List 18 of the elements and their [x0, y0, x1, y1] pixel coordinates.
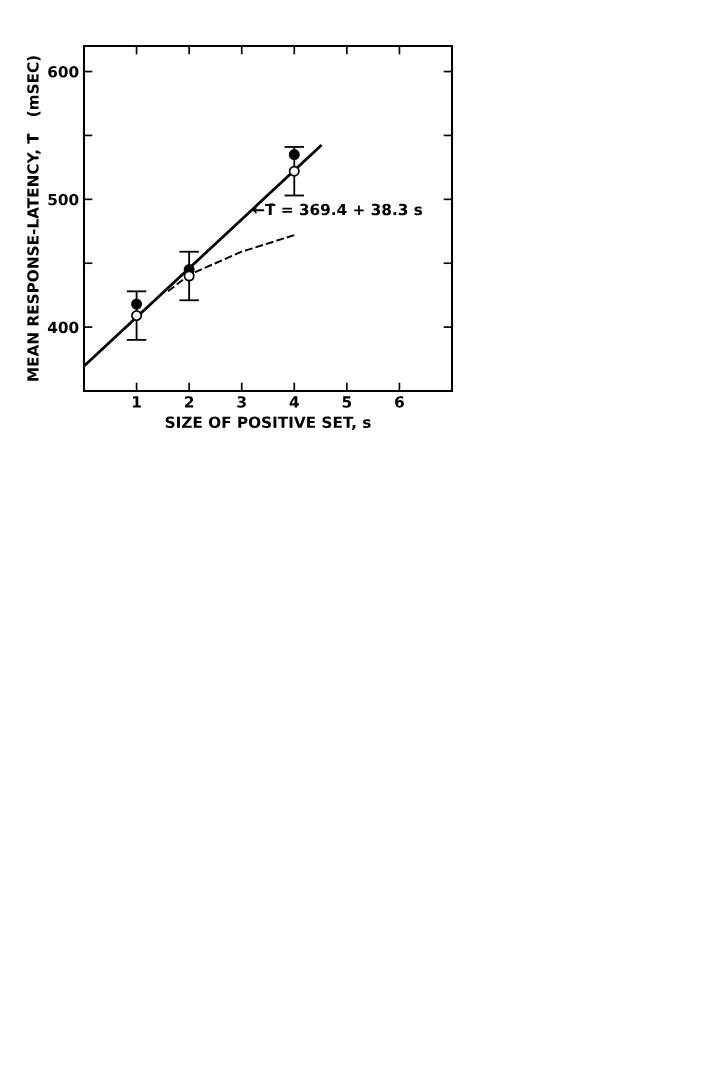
annotation: ←T̄ = 369.4 + 38.3 s	[252, 203, 423, 216]
point	[288, 149, 300, 161]
point	[183, 270, 195, 282]
x-axis-title: SIZE OF POSITIVE SET, s	[165, 416, 371, 430]
x-tick-label: 3	[237, 396, 246, 408]
point	[288, 165, 300, 177]
x-tick-label: 4	[289, 396, 299, 408]
x-tick-label: 1	[132, 396, 141, 408]
y-axis-title: MEAN RESPONSE-LATENCY, T̄ (mSEC)	[26, 56, 41, 381]
y-tick-label: 500	[48, 193, 79, 206]
point	[131, 298, 143, 310]
y-tick-label: 600	[48, 66, 79, 78]
point	[131, 310, 143, 322]
x-tick-label: 6	[395, 396, 404, 408]
line-series	[167, 234, 296, 293]
x-tick-label: 5	[342, 396, 352, 408]
x-tick-label: 2	[185, 396, 194, 408]
y-tick-label: 400	[47, 321, 79, 334]
